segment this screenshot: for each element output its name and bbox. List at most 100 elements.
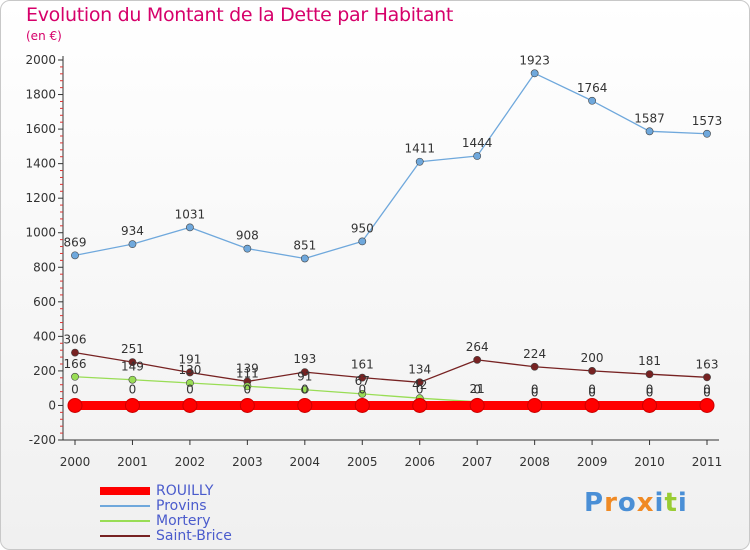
- data-label: 0: [646, 385, 654, 399]
- data-point: [412, 397, 428, 413]
- series-line-provins: [74, 72, 708, 260]
- data-point: [243, 382, 252, 391]
- data-label: 91: [297, 370, 312, 384]
- data-label: 191: [178, 352, 201, 366]
- y-tick-label: 1600: [25, 122, 56, 136]
- logo-letter: t: [664, 488, 678, 518]
- data-label: 0: [186, 382, 194, 396]
- data-point: [358, 373, 367, 382]
- data-label: 0: [301, 382, 309, 396]
- data-label: 908: [236, 229, 259, 243]
- data-label: 306: [64, 333, 87, 347]
- legend-swatch: [100, 535, 150, 537]
- data-point: [358, 237, 367, 246]
- legend-label: Saint-Brice: [156, 528, 232, 544]
- data-point: [588, 96, 596, 105]
- y-tick-label: -200: [29, 433, 56, 447]
- data-label: 251: [121, 342, 144, 356]
- x-tick-label: 2007: [462, 455, 493, 469]
- data-point: [703, 129, 711, 138]
- data-point: [300, 385, 309, 394]
- data-point: [473, 152, 482, 160]
- data-label: 950: [351, 221, 374, 235]
- data-label: 1573: [692, 114, 723, 128]
- y-tick-label: 800: [33, 260, 56, 274]
- proxiti-logo: Proxiti: [584, 488, 688, 518]
- x-tick-label: 2010: [634, 455, 665, 469]
- y-tick-label: 0: [48, 398, 56, 412]
- y-tick-label: 600: [33, 295, 56, 309]
- data-label: 161: [351, 358, 374, 372]
- x-tick-label: 2002: [175, 455, 206, 469]
- data-label: 0: [129, 382, 137, 396]
- data-point: [186, 223, 194, 232]
- data-point: [128, 240, 137, 249]
- legend-label: Provins: [156, 498, 207, 514]
- data-point: [300, 254, 309, 263]
- logo-letter: o: [617, 488, 637, 518]
- data-label: 163: [696, 357, 719, 371]
- data-point: [354, 397, 370, 413]
- data-label: 134: [408, 362, 431, 376]
- x-tick-label: 2006: [404, 455, 435, 469]
- legend-label: Mortery: [156, 513, 211, 529]
- chart-title: Evolution du Montant de la Dette par Hab…: [26, 4, 454, 26]
- data-label: 0: [531, 382, 539, 396]
- data-label: 149: [121, 360, 144, 374]
- logo-letter: r: [604, 488, 618, 518]
- data-point: [71, 251, 79, 260]
- data-point: [588, 367, 596, 375]
- data-point: [128, 358, 137, 366]
- data-label: 0: [703, 385, 711, 399]
- data-point: [699, 397, 715, 413]
- data-point: [584, 397, 600, 413]
- x-tick-label: 2005: [347, 455, 378, 469]
- data-point: [642, 397, 658, 413]
- data-label: 0: [703, 382, 711, 396]
- legend-label: ROUILLY: [156, 483, 214, 499]
- data-point: [124, 397, 140, 413]
- y-tick-label: 400: [33, 329, 56, 343]
- data-point: [128, 375, 137, 384]
- legend-swatch: [100, 520, 150, 522]
- data-point: [243, 244, 252, 253]
- x-tick-label: 2001: [117, 455, 148, 469]
- data-label: 139: [236, 361, 259, 375]
- logo-letter: P: [584, 488, 605, 518]
- data-label: 1923: [519, 53, 550, 67]
- data-label: 0: [588, 382, 596, 396]
- data-label: 1587: [634, 111, 665, 125]
- logo-letter: i: [654, 488, 665, 518]
- x-tick-label: 2000: [60, 455, 91, 469]
- legend-swatch: [100, 487, 150, 495]
- logo-letter: i: [677, 488, 688, 518]
- legend-swatch: [100, 505, 150, 507]
- data-point: [645, 127, 654, 136]
- data-point: [71, 372, 79, 381]
- data-label: 934: [121, 224, 144, 238]
- data-point: [530, 69, 539, 78]
- data-label: 1764: [577, 81, 608, 95]
- data-label: 224: [523, 347, 546, 361]
- data-point: [186, 379, 194, 387]
- data-label: 67: [355, 374, 370, 388]
- data-label: 1031: [175, 207, 206, 221]
- data-label: 1444: [462, 136, 493, 150]
- y-tick-label: 2000: [25, 53, 56, 67]
- data-label: 0: [71, 382, 79, 396]
- data-label: 851: [293, 238, 316, 252]
- data-label: 193: [293, 352, 316, 366]
- data-label: 166: [64, 357, 87, 371]
- x-tick-label: 2011: [692, 455, 723, 469]
- y-tick-label: 1400: [25, 157, 56, 171]
- x-tick-label: 2008: [519, 455, 550, 469]
- data-point: [358, 389, 367, 398]
- data-point: [186, 368, 194, 377]
- data-label: 0: [588, 385, 596, 399]
- data-point: [415, 157, 424, 166]
- data-label: 1411: [404, 142, 435, 156]
- x-tick-label: 2003: [232, 455, 263, 469]
- data-point: [703, 373, 711, 382]
